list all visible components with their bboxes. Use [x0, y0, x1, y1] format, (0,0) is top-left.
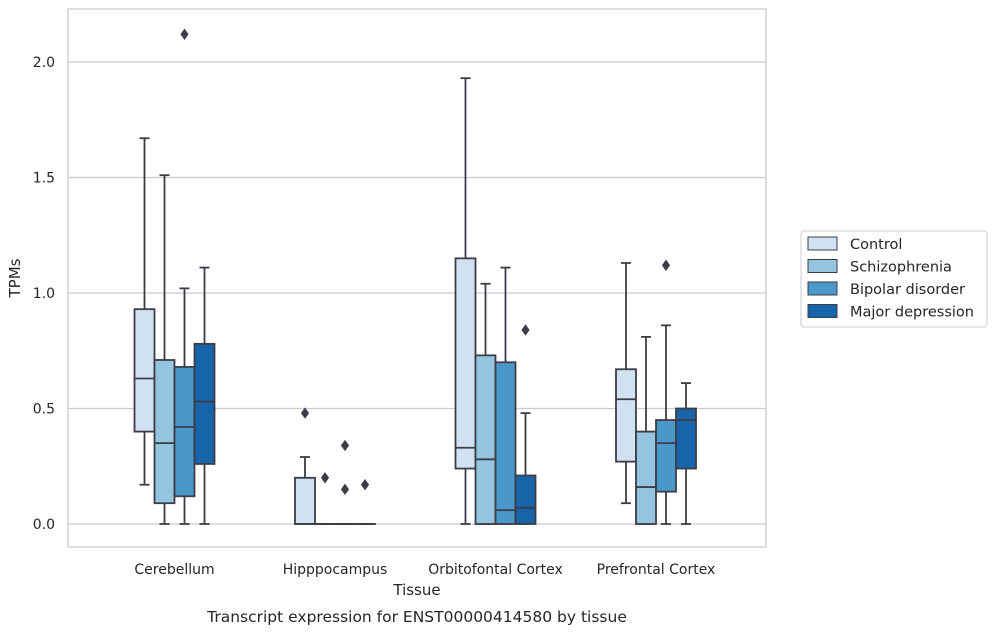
box-iqr [294, 476, 316, 525]
legend-swatch [807, 259, 838, 273]
box-control [615, 262, 637, 505]
box-groups [133, 28, 697, 525]
outlier-point [360, 479, 370, 491]
box-bipolar-disorder [334, 439, 356, 525]
box-major-depression [514, 324, 537, 525]
legend: Control Schizophrenia Bipolar disorder Majo… [800, 230, 988, 328]
outlier-point [661, 259, 671, 271]
x-tick-label: Cerebellum [134, 562, 214, 578]
box-iqr [635, 430, 657, 525]
box-bipolar-disorder [494, 266, 517, 525]
box-major-depression [193, 266, 216, 525]
outlier-point [521, 324, 530, 336]
box-schizophrenia [635, 335, 657, 525]
plot-area-frame [67, 8, 767, 548]
box-iqr [193, 342, 216, 465]
legend-label: Major depression [850, 305, 974, 321]
x-axis-title: Tissue [392, 581, 440, 599]
box-schizophrenia [153, 174, 176, 525]
x-tick-labels: Cerebellum Hipppocampus Orbitofontal Corte… [134, 562, 715, 578]
legend-label: Control [850, 237, 902, 253]
y-tick-label: 1.5 [33, 171, 55, 187]
legend-label: Schizophrenia [850, 260, 952, 276]
box-bipolar-disorder [655, 259, 677, 525]
chart-caption: Transcript expression for ENST0000041458… [206, 608, 627, 626]
outlier-point [180, 28, 189, 40]
y-tick-label: 0.5 [33, 402, 55, 418]
box-iqr [454, 257, 477, 470]
box-iqr [655, 419, 677, 493]
x-tick-label: Orbitofontal Cortex [428, 562, 563, 578]
y-tick-labels: 0.0 0.5 1.0 1.5 2.0 [33, 55, 55, 533]
legend-swatch [807, 236, 838, 251]
box-major-depression [354, 479, 376, 525]
x-tick-label: Prefrontal Cortex [597, 562, 716, 578]
legend-swatch [807, 304, 838, 318]
legend-frame [800, 230, 988, 328]
box-major-depression [675, 382, 697, 525]
y-tick-label: 1.0 [33, 286, 55, 302]
outlier-point [320, 472, 330, 484]
legend-swatch [807, 281, 838, 296]
legend-label: Bipolar disorder [850, 282, 965, 298]
box-iqr [494, 361, 517, 525]
y-tick-label: 2.0 [33, 55, 55, 71]
box-control [133, 137, 156, 486]
box-iqr [133, 308, 156, 433]
outlier-point [340, 483, 350, 496]
box-iqr [153, 359, 176, 505]
box-iqr [474, 354, 497, 525]
box-schizophrenia [474, 282, 497, 525]
outlier-point [340, 439, 350, 452]
box-iqr [675, 407, 697, 470]
y-tick-label: 0.0 [33, 517, 55, 533]
box-control [454, 77, 477, 525]
box-iqr [173, 366, 196, 498]
box-bipolar-disorder [173, 28, 196, 525]
box-iqr [615, 368, 637, 463]
y-axis-title: TPMs [6, 258, 24, 298]
box-schizophrenia [314, 472, 336, 525]
outlier-point [300, 407, 310, 419]
box-control [294, 407, 316, 525]
x-tick-label: Hipppocampus [283, 562, 388, 578]
box-iqr [514, 474, 537, 525]
